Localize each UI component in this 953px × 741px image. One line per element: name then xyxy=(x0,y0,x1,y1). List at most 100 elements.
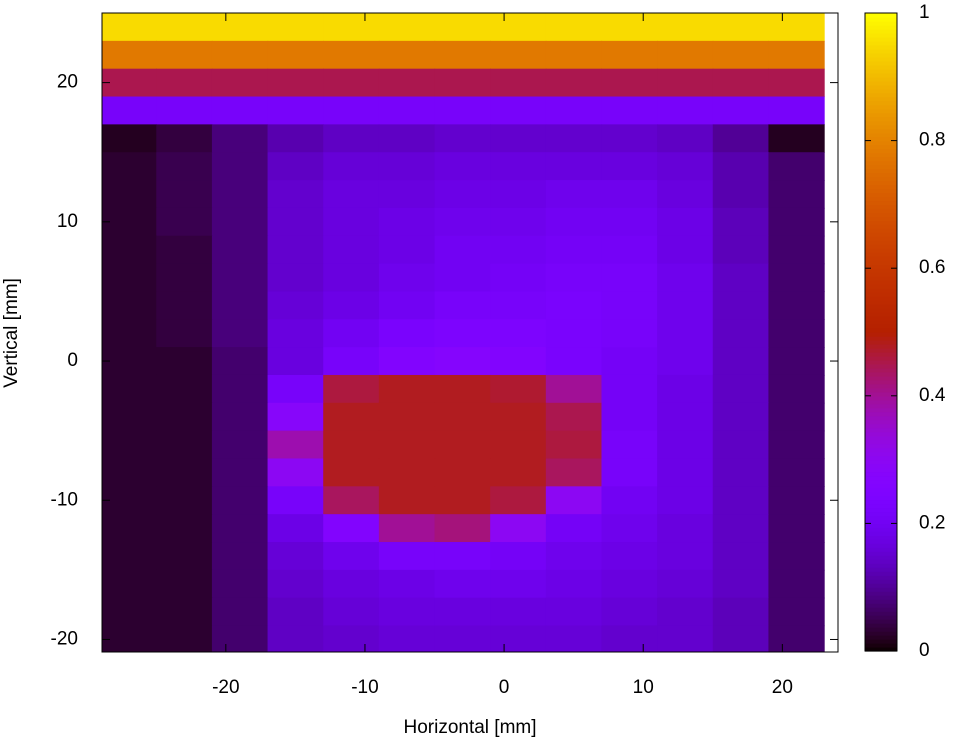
colorbar-swatch xyxy=(865,16,897,22)
heat-cell xyxy=(156,625,213,652)
colorbar-swatch xyxy=(865,431,897,437)
heat-cell xyxy=(267,180,324,209)
heat-cell xyxy=(657,96,714,125)
colorbar-swatch xyxy=(865,216,897,221)
heat-cell xyxy=(102,68,157,98)
colorbar-swatch xyxy=(865,487,897,493)
heat-cell xyxy=(211,319,269,348)
colorbar-swatch xyxy=(865,547,897,552)
heat-cell xyxy=(712,96,770,125)
colorbar-swatch xyxy=(865,435,897,441)
colorbar-swatch xyxy=(865,312,897,317)
colorbar-swatch xyxy=(865,52,897,58)
colorbar-swatch xyxy=(865,140,897,146)
colorbar-swatch xyxy=(865,120,897,126)
heat-cell xyxy=(267,124,324,153)
heat-cell xyxy=(712,374,770,404)
heat-cell xyxy=(156,347,213,376)
heat-cell xyxy=(601,68,658,98)
colorbar-swatch xyxy=(865,347,897,353)
heat-cell xyxy=(323,486,380,515)
colorbar-swatch xyxy=(865,244,897,249)
heat-cell xyxy=(211,263,269,293)
heat-cell xyxy=(545,124,603,153)
colorbar-swatch xyxy=(865,455,897,461)
heat-cell xyxy=(102,458,157,487)
colorbar-swatch xyxy=(865,555,897,560)
heat-cell xyxy=(601,180,658,209)
heat-cell xyxy=(490,514,547,543)
colorbar-swatch xyxy=(865,212,897,217)
heat-cell xyxy=(490,124,547,153)
heat-cell xyxy=(601,347,658,376)
heat-cell xyxy=(657,40,714,70)
colorbar-swatch xyxy=(865,268,897,273)
colorbar-swatch xyxy=(865,48,897,54)
heat-cell xyxy=(378,263,436,293)
colorbar-swatch xyxy=(865,136,897,142)
heat-cell xyxy=(712,180,770,209)
colorbar-swatch xyxy=(865,272,897,277)
heat-cell xyxy=(768,402,825,432)
heatmap xyxy=(102,13,825,652)
heat-cell xyxy=(267,458,324,487)
y-tick-label: -10 xyxy=(51,489,78,510)
colorbar-swatch xyxy=(865,292,897,297)
heat-cell xyxy=(211,514,269,543)
heat-cell xyxy=(378,68,436,98)
heat-cell xyxy=(657,514,714,543)
heat-cell xyxy=(378,402,436,432)
colorbar-swatch xyxy=(865,324,897,329)
heat-cell xyxy=(545,402,603,432)
heat-cell xyxy=(712,347,770,376)
heat-cell xyxy=(102,291,157,320)
heat-cell xyxy=(156,514,213,543)
heat-cell xyxy=(712,152,770,181)
heat-cell xyxy=(434,625,491,652)
heat-cell xyxy=(267,235,324,265)
colorbar-swatch xyxy=(865,44,897,50)
colorbar-swatch xyxy=(865,587,897,592)
heat-cell xyxy=(267,597,324,627)
heat-cell xyxy=(102,402,157,432)
heat-cell xyxy=(211,152,269,181)
heat-cell xyxy=(768,597,825,627)
colorbar-swatch xyxy=(865,515,897,521)
heat-cell xyxy=(378,625,436,652)
colorbar-swatch xyxy=(865,443,897,449)
heat-cell xyxy=(601,542,658,571)
heat-cell xyxy=(601,569,658,599)
heat-cell xyxy=(545,207,603,237)
colorbar-swatch xyxy=(865,296,897,301)
colorbar-swatch xyxy=(865,499,897,505)
heat-cell xyxy=(768,458,825,487)
colorbar-swatch xyxy=(865,260,897,265)
heat-cell xyxy=(156,458,213,487)
colorbar-swatch xyxy=(865,639,897,644)
heat-cell xyxy=(156,402,213,432)
heat-cell xyxy=(712,569,770,599)
heat-cell xyxy=(211,96,269,125)
heat-cell xyxy=(768,180,825,209)
colorbar-swatch xyxy=(865,507,897,513)
heat-cell xyxy=(545,514,603,543)
colorbar-swatch xyxy=(865,84,897,90)
heat-cell xyxy=(657,180,714,209)
heat-cell xyxy=(211,374,269,404)
colorbar-swatch xyxy=(865,459,897,465)
colorbar-swatch xyxy=(865,467,897,473)
heat-cell xyxy=(211,68,269,98)
heat-cell xyxy=(601,374,658,404)
colorbar-swatch xyxy=(865,495,897,501)
heat-cell xyxy=(545,235,603,265)
heat-cell xyxy=(102,514,157,543)
heat-cell xyxy=(434,263,491,293)
heat-cell xyxy=(490,152,547,181)
heat-cell xyxy=(434,291,491,320)
heat-cell xyxy=(323,291,380,320)
heat-cell xyxy=(712,235,770,265)
heat-cell xyxy=(378,152,436,181)
y-axis-label: Vertical [mm] xyxy=(1,278,22,388)
colorbar-swatch xyxy=(865,316,897,321)
heat-cell xyxy=(102,569,157,599)
